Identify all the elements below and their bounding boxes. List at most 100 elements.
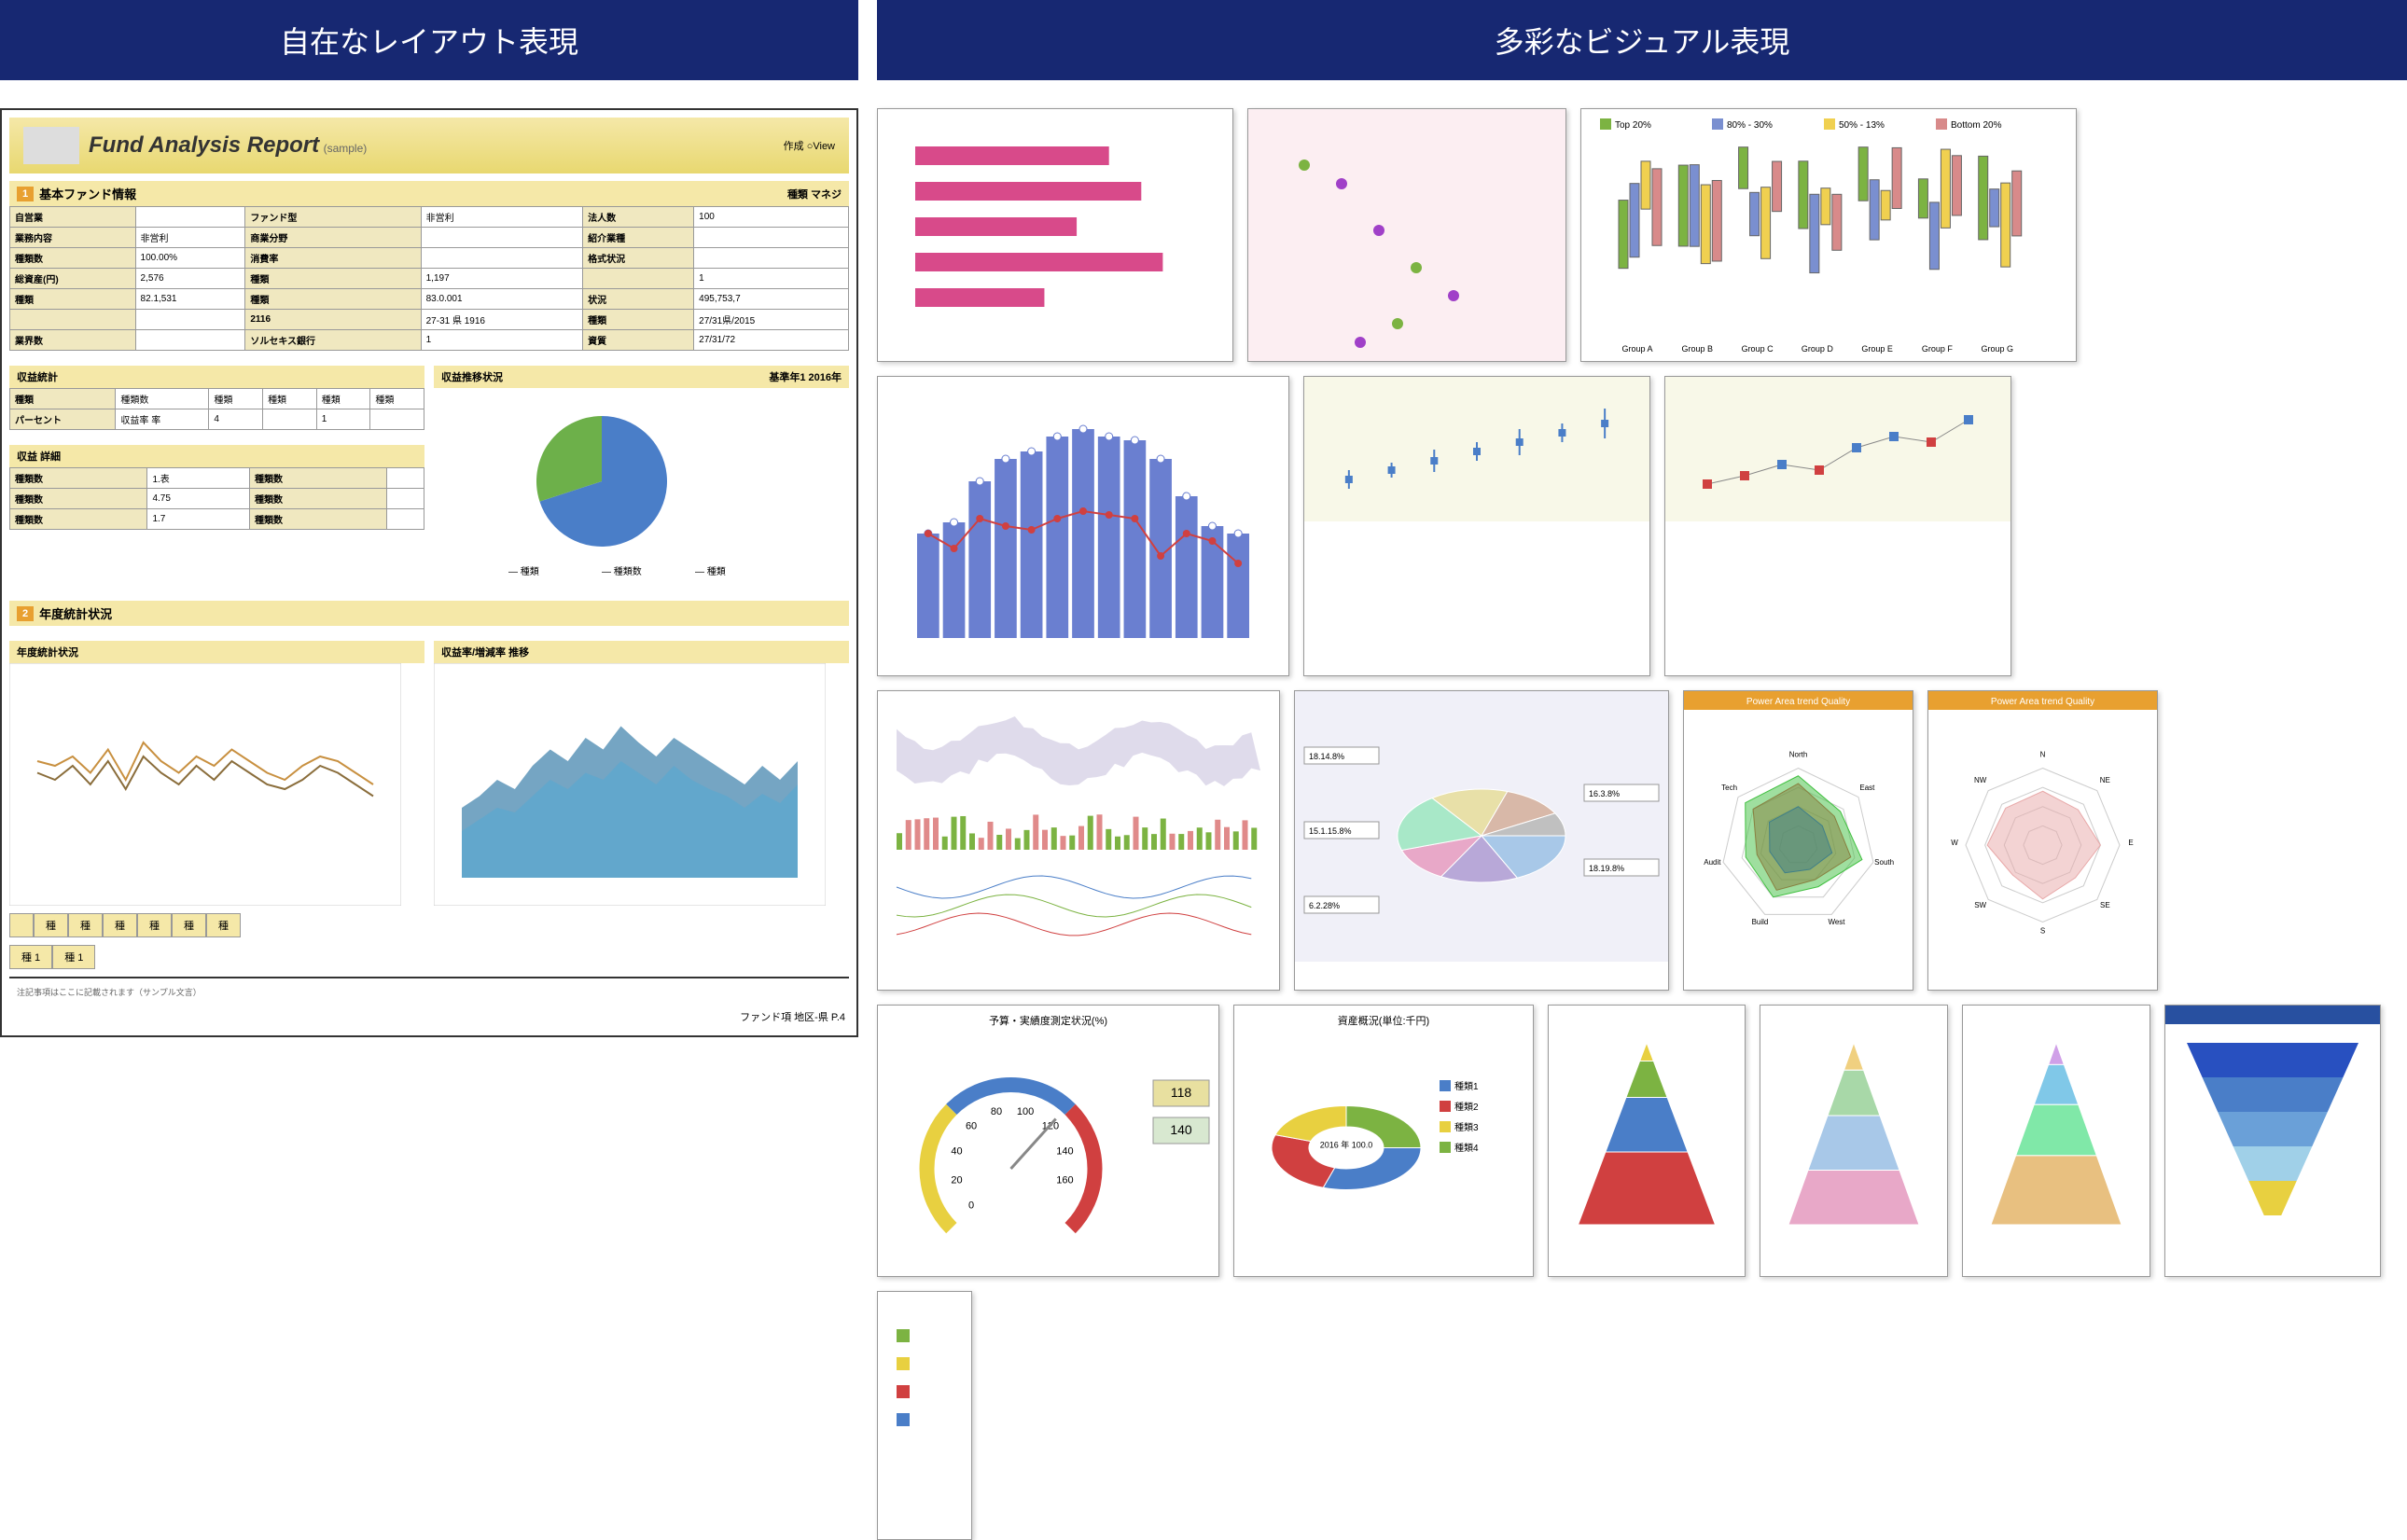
tab[interactable]: 種 [34,913,68,937]
section2a-bar: 収益統計 [9,366,424,388]
table-cell: 総資産(円) [10,269,136,289]
table-cell: 100.00% [135,248,245,269]
table-cell: 種類 [209,389,263,409]
table-cell: 種類 [245,269,421,289]
svg-text:15.1.15.8%: 15.1.15.8% [1309,826,1352,836]
table-cell: 種類数 [10,248,136,269]
table-cell [135,207,245,228]
table-cell [263,409,317,430]
tab[interactable]: 種 1 [52,945,95,969]
chart-thumb-pyramid2 [1760,1005,1948,1277]
table-cell: 非営利 [421,207,583,228]
table-cell: 収益率 率 [116,409,209,430]
chart-thumb-errorbar [1303,376,1650,676]
table-cell: 業務内容 [10,228,136,248]
svg-text:W: W [1951,839,1958,847]
table-cell: 27/31/72 [694,330,849,351]
tab[interactable]: 種 [206,913,241,937]
detail-table: 種類数1.表種類数種類数4.75種類数種類数1.7種類数 [9,467,424,530]
svg-text:種類2: 種類2 [1454,1101,1479,1113]
svg-text:Audit: Audit [1704,858,1721,867]
table-cell [421,248,583,269]
tab[interactable]: 種 [103,913,137,937]
table-cell: 1 [316,409,370,430]
svg-text:0: 0 [968,1200,974,1211]
svg-text:20: 20 [951,1175,962,1186]
pie-chart: — 種類— 種類数— 種類 [434,388,788,593]
tab[interactable]: 種 [172,913,206,937]
table-cell: 商業分野 [245,228,421,248]
chart-thumb-pie3d: 18.14.8%16.3.8%15.1.15.8%18.19.8%6.2.28% [1294,690,1669,991]
table-cell: 種類数 [116,389,209,409]
report-header: Fund Analysis Report (sample) 作成 ○View [9,118,849,173]
chart-thumb-gauge: 予算・実績度測定状況(%)020406080100120140160118140 [877,1005,1219,1277]
table-cell: 4.75 [147,489,250,509]
svg-text:80: 80 [991,1106,1002,1117]
sub3b: 収益率/増減率 推移 [434,641,849,663]
svg-text:SW: SW [1974,901,1986,909]
tab[interactable]: 種 [68,913,103,937]
svg-text:West: West [1828,918,1845,926]
svg-text:— 種類: — 種類 [695,565,726,577]
chart-thumb-candlestick: Top 20%80% - 30%50% - 13%Bottom 20%Group… [1580,108,2077,362]
svg-text:18.14.8%: 18.14.8% [1309,752,1344,761]
svg-text:Group G: Group G [1981,344,2013,354]
area-chart [434,663,826,906]
chart-thumb-hbar [877,108,1233,362]
svg-text:118: 118 [1171,1085,1192,1100]
report-frame: Fund Analysis Report (sample) 作成 ○View 1… [0,108,858,1037]
section1-title: 基本ファンド情報 [39,185,136,202]
svg-text:Group E: Group E [1861,344,1893,354]
section1-right: 種類 マネジ [787,187,842,201]
stats-table: 種類種類数種類種類種類種類パーセント収益率 率41 [9,388,424,430]
svg-text:NE: NE [2100,776,2110,784]
section1-bar: 1 基本ファンド情報 種類 マネジ [9,181,849,206]
svg-text:資産概況(単位:千円): 資産概況(単位:千円) [1338,1014,1429,1027]
svg-text:6.2.28%: 6.2.28% [1309,901,1340,910]
report-logo [23,127,79,164]
svg-text:100: 100 [1017,1106,1034,1117]
table-cell: 2,576 [135,269,245,289]
section3-num: 2 [17,606,34,621]
svg-text:E: E [2128,839,2133,847]
table-cell: 種類数 [250,468,387,489]
table-cell: ファンド型 [245,207,421,228]
svg-text:Top 20%: Top 20% [1615,120,1651,131]
chart-thumb-donut3d: 資産概況(単位:千円)2016 年 100.0種類1種類2種類3種類4 [1233,1005,1534,1277]
table-cell: 消費率 [245,248,421,269]
report-top-right: 作成 ○View [784,138,835,153]
section3-title: 年度統計状況 [39,604,112,622]
tab[interactable]: 種 [137,913,172,937]
line-chart-1 [9,663,401,906]
chart-thumb-legend_only [877,1291,972,1540]
svg-text:Power Area trend Quality: Power Area trend Quality [1991,697,2094,707]
svg-text:NW: NW [1974,776,1987,784]
footer-note: 注記事項はここに記載されます（サンプル文言） [9,977,849,1006]
footer-page: ファンド項 地区-県 P.4 [9,1006,849,1028]
bottom-tabs: 種 1種 1 [9,945,849,969]
chart-thumb-pyramid1 [1548,1005,1746,1277]
table-cell: 自営業 [10,207,136,228]
report-title: Fund Analysis Report [89,132,319,158]
svg-text:Group D: Group D [1802,344,1834,354]
chart-thumb-barline [877,376,1289,676]
svg-text:East: East [1859,784,1875,792]
tabs-row: 種種種種種種 [9,913,849,937]
table-cell [135,310,245,330]
report-subtitle: (sample) [324,142,368,155]
table-cell: 100 [694,207,849,228]
table-cell: 27/31県/2015 [694,310,849,330]
table-cell: 1.表 [147,468,250,489]
sub3a: 年度統計状況 [9,641,424,663]
tab[interactable]: 種 1 [9,945,52,969]
svg-text:予算・実績度測定状況(%): 予算・実績度測定状況(%) [989,1014,1107,1027]
table-cell: 法人数 [583,207,694,228]
tab[interactable] [9,913,34,937]
svg-text:16.3.8%: 16.3.8% [1589,789,1620,798]
chart-thumb-funnel [2164,1005,2381,1277]
table-cell: 紹介業種 [583,228,694,248]
table-cell: 495,753,7 [694,289,849,310]
section3-bar: 2 年度統計状況 [9,601,849,626]
table-cell: 1,197 [421,269,583,289]
table-cell: ソルセキス銀行 [245,330,421,351]
